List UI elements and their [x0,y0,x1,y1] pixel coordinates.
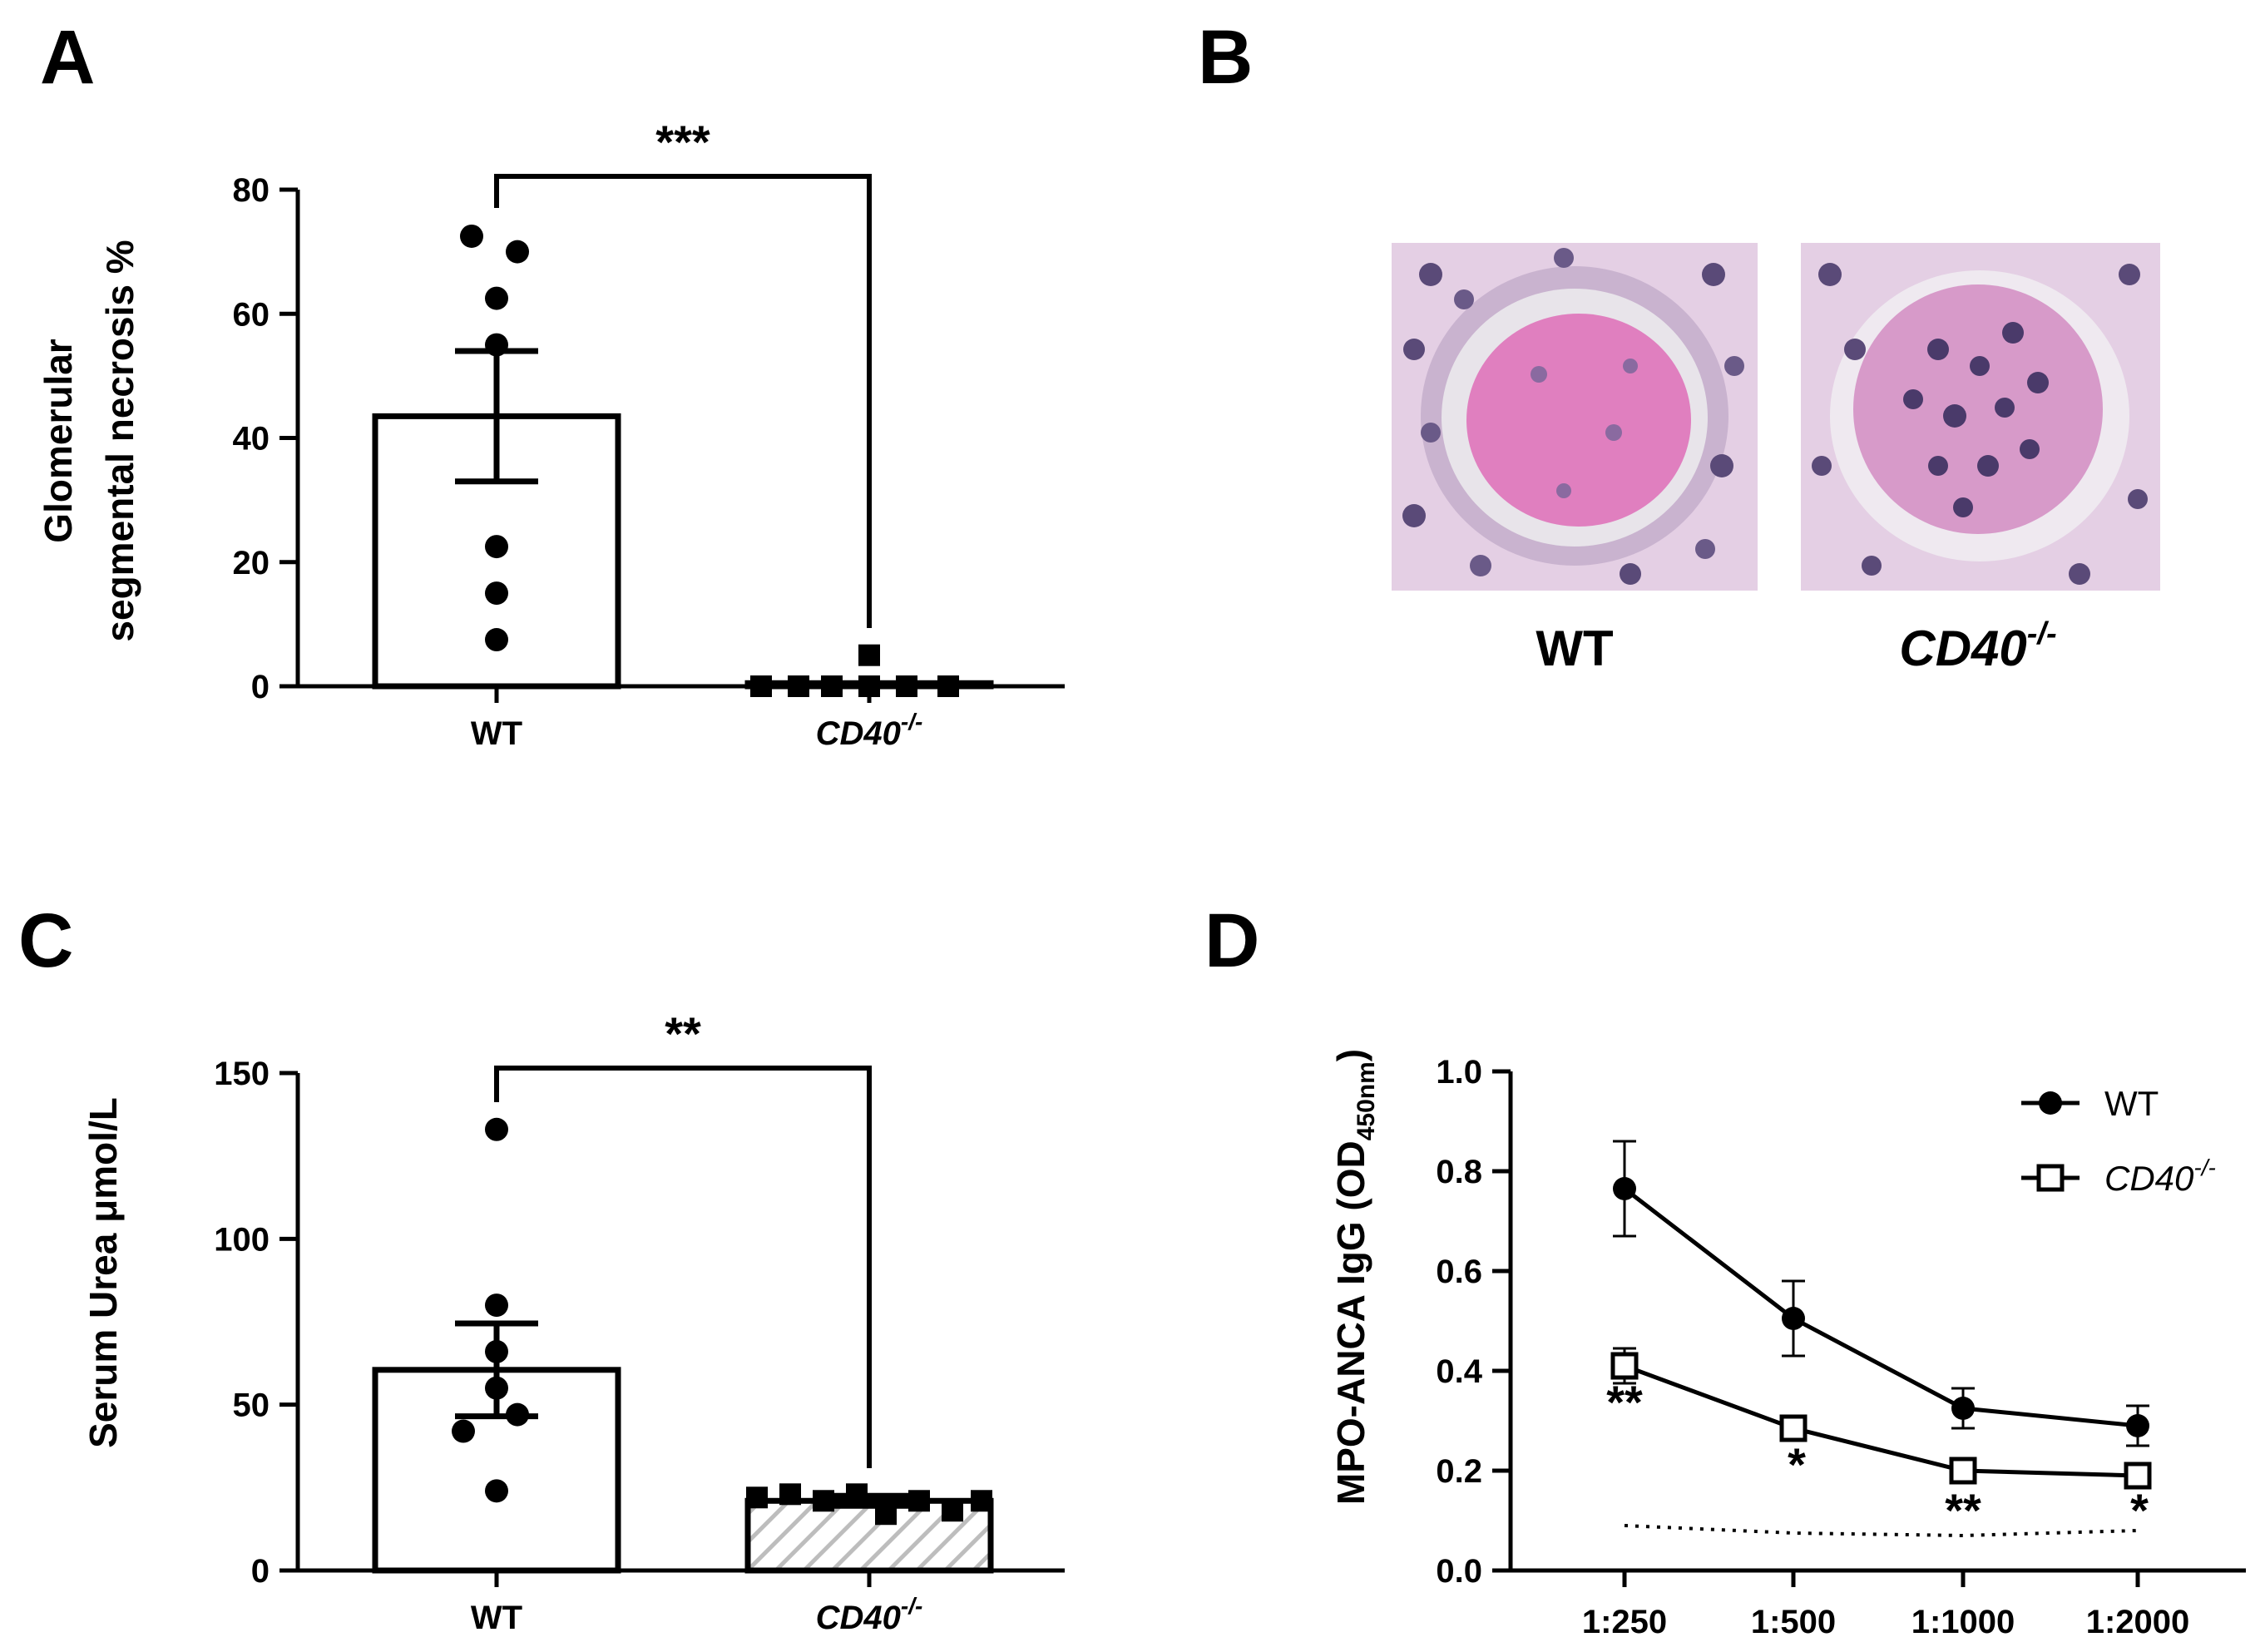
chart-c-point [485,1479,508,1503]
histology-wt-image [1392,243,1758,591]
chart-c-significance-bracket [494,1066,872,1468]
chart-c-x-tick-label: WT [471,1600,522,1636]
chart-a-y-tick-label: 60 [233,296,270,333]
chart-c-point [875,1503,897,1526]
chart-c-point [846,1483,868,1506]
chart-c-point [452,1419,475,1443]
chart-a-significance-label: *** [655,116,710,168]
chart-d-point [1951,1397,1975,1420]
chart-d-y-tick-label: 0.6 [1436,1254,1482,1290]
chart-c-point [485,1339,508,1363]
chart-a-y-tick-label: 80 [233,172,270,209]
chart-a-point [485,535,508,559]
chart-a-ylabel-line1: Glomerular [37,339,80,543]
chart-c-y-tick-label: 50 [233,1387,270,1424]
chart-d-baseline-line [1624,1524,2139,1538]
chart-c-point [779,1483,801,1506]
chart-d: MPO-ANCA IgG (OD450nm) 0.0 0.2 0.4 0.6 0.8 1.… [1329,1049,2246,1640]
chart-a: Glomerular segmental necrosis % 0 20 40 60 8… [37,116,1065,752]
chart-a-y-tick-label: 40 [233,421,270,458]
panel-b-letter: B [1198,15,1253,100]
chart-d-series-line [1623,1187,2139,1428]
chart-c-point [506,1402,529,1427]
chart-c-ylabel: Serum Urea μmol/L [82,1097,125,1448]
chart-d-point [1782,1307,1805,1330]
panel-d-letter: D [1204,898,1259,983]
chart-d-significance-label: ** [1945,1484,1981,1536]
histology-cd40-label: CD40-/- [1899,616,2056,676]
chart-a-point [858,675,880,697]
chart-d-x-tick-label: 1:500 [1751,1604,1836,1640]
chart-d-y-tick-label: 0.8 [1436,1154,1482,1190]
chart-a-x-tick-label: WT [471,715,522,752]
chart-d-x-tick-label: 1:2000 [2086,1604,2190,1640]
chart-a-ylabel-line2: segmental necrosis % [98,240,141,641]
chart-d-y-tick-label: 0.0 [1436,1553,1482,1590]
chart-a-point [937,675,959,697]
chart-d-legend-label: CD40-/- [2104,1155,2216,1198]
chart-c-point [485,1117,508,1141]
chart-a-y-tick-label: 0 [251,669,270,705]
histology-cd40-image [1801,243,2160,591]
chart-c-point [485,1376,508,1400]
chart-c-point [971,1490,992,1512]
chart-c-y-tick-label: 150 [214,1056,270,1092]
histology-wt-label: WT [1536,621,1613,676]
chart-c-point [908,1490,930,1512]
chart-c-significance-label: ** [665,1007,701,1060]
chart-d-legend-marker [2036,1164,2065,1192]
chart-a-point [896,675,917,697]
chart-c-x-tick-label: CD40-/- [816,1593,923,1636]
chart-a-point [821,675,843,697]
chart-d-y-tick-label: 1.0 [1436,1054,1482,1091]
chart-d-y-tick-label: 0.4 [1436,1353,1482,1390]
chart-d-point [1610,1352,1639,1380]
chart-a-point [788,675,809,697]
chart-d-significance-label: * [2130,1484,2149,1536]
chart-d-ylabel: MPO-ANCA IgG (OD450nm) [1329,1049,1380,1505]
chart-a-y-tick-label: 20 [233,545,270,581]
chart-d-y-tick-label: 0.2 [1436,1453,1482,1490]
chart-c-point [746,1486,768,1509]
chart-d-x-tick-label: 1:1000 [1911,1604,2015,1640]
chart-c: Serum Urea μmol/L 0 50 100 150 WT CD40-/- ** [82,1007,1065,1636]
chart-a-point [858,644,880,666]
chart-d-x-tick-label: 1:250 [1582,1604,1667,1640]
chart-a-x-tick-label: CD40-/- [816,709,923,752]
chart-d-significance-label: * [1788,1438,1806,1491]
chart-a-significance-bracket [494,174,872,628]
chart-d-series-line [1624,1363,2139,1478]
chart-c-y-tick-label: 0 [251,1553,270,1590]
chart-a-point [460,224,483,248]
chart-a-point [485,286,508,310]
chart-a-point [750,675,772,697]
chart-c-point [942,1500,963,1522]
chart-c-point [485,1293,508,1318]
chart-d-legend-marker [2039,1091,2062,1115]
panel-a-letter: A [40,15,95,100]
chart-c-y-tick-label: 100 [214,1221,270,1258]
chart-d-point [1613,1177,1636,1200]
chart-a-point [485,333,508,357]
chart-d-significance-label: ** [1606,1376,1643,1428]
histology-panel: WT CD40-/- [1392,243,2160,676]
chart-d-point [2124,1462,2152,1490]
chart-d-point [2126,1414,2149,1437]
chart-d-legend-label: WT [2104,1084,2159,1123]
chart-d-point [1949,1457,1977,1485]
chart-a-point [485,628,508,652]
chart-c-point [813,1490,834,1512]
chart-d-point [1779,1414,1808,1442]
chart-a-point [506,240,529,264]
chart-a-point [485,581,508,606]
panel-c-letter: C [18,898,73,983]
